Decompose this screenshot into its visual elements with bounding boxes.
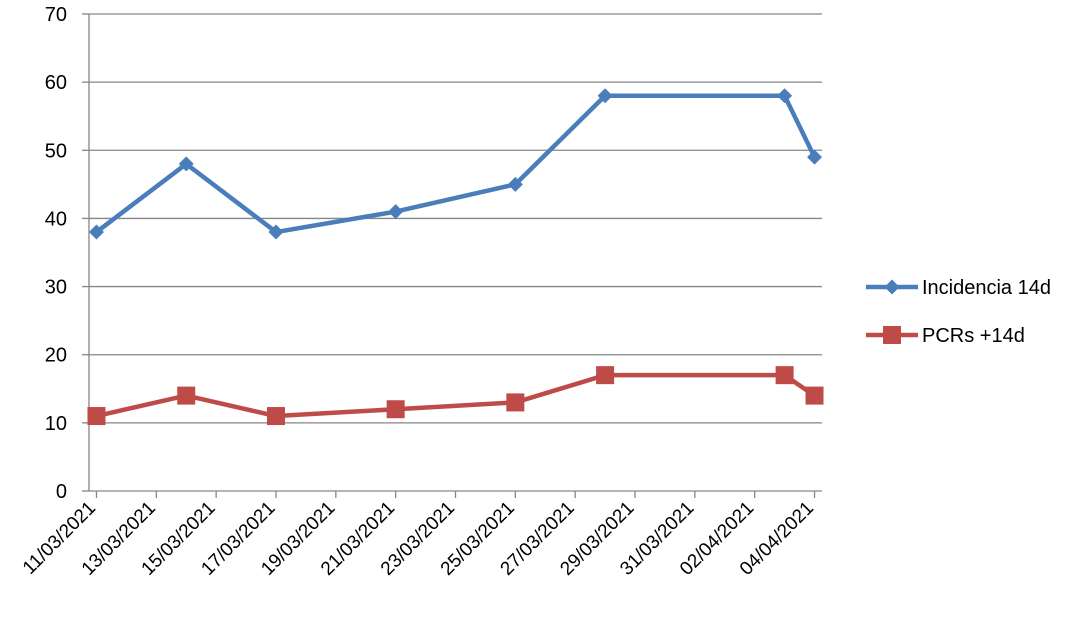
axes xyxy=(88,14,822,492)
legend-item: Incidencia 14d xyxy=(866,277,1051,299)
y-tick-label: 40 xyxy=(45,208,67,230)
legend-marker xyxy=(883,326,901,344)
y-tick-label: 50 xyxy=(45,140,67,162)
data-point-marker xyxy=(178,156,194,172)
data-point-marker xyxy=(597,88,613,104)
legend-marker xyxy=(884,279,900,295)
data-point-marker xyxy=(777,88,793,104)
legend-item: PCRs +14d xyxy=(866,325,1025,347)
data-point-marker xyxy=(775,366,794,385)
y-tick-label: 30 xyxy=(45,277,67,299)
y-tick-label: 70 xyxy=(45,4,67,26)
y-tick-label: 20 xyxy=(45,345,67,367)
series-line xyxy=(94,372,817,419)
legend: Incidencia 14d PCRs +14d xyxy=(866,277,1051,347)
data-point-marker xyxy=(88,224,104,240)
series-group xyxy=(87,88,824,426)
data-point-marker xyxy=(386,400,405,419)
data-point-marker xyxy=(506,393,525,412)
series-pcrs xyxy=(87,366,824,426)
series-line xyxy=(94,93,817,235)
x-axis-ticks: 11/03/202113/03/202115/03/202117/03/2021… xyxy=(19,491,818,580)
series-incidencia xyxy=(88,88,823,240)
y-axis-ticks: 0 10 20 30 40 50 60 70 xyxy=(45,4,89,503)
legend-label: Incidencia 14d xyxy=(922,277,1051,299)
data-point-marker xyxy=(388,204,404,220)
data-point-marker xyxy=(805,386,824,405)
data-point-marker xyxy=(507,176,523,192)
data-point-marker xyxy=(177,386,196,405)
data-point-marker xyxy=(807,149,823,165)
data-point-marker xyxy=(87,407,106,426)
gridlines xyxy=(89,13,822,424)
y-tick-label: 60 xyxy=(45,72,67,94)
legend-label: PCRs +14d xyxy=(922,325,1025,347)
y-tick-label: 10 xyxy=(45,413,67,435)
data-point-marker xyxy=(596,366,615,385)
data-point-marker xyxy=(266,407,285,426)
y-tick-label: 0 xyxy=(56,481,67,503)
data-point-marker xyxy=(268,224,284,240)
